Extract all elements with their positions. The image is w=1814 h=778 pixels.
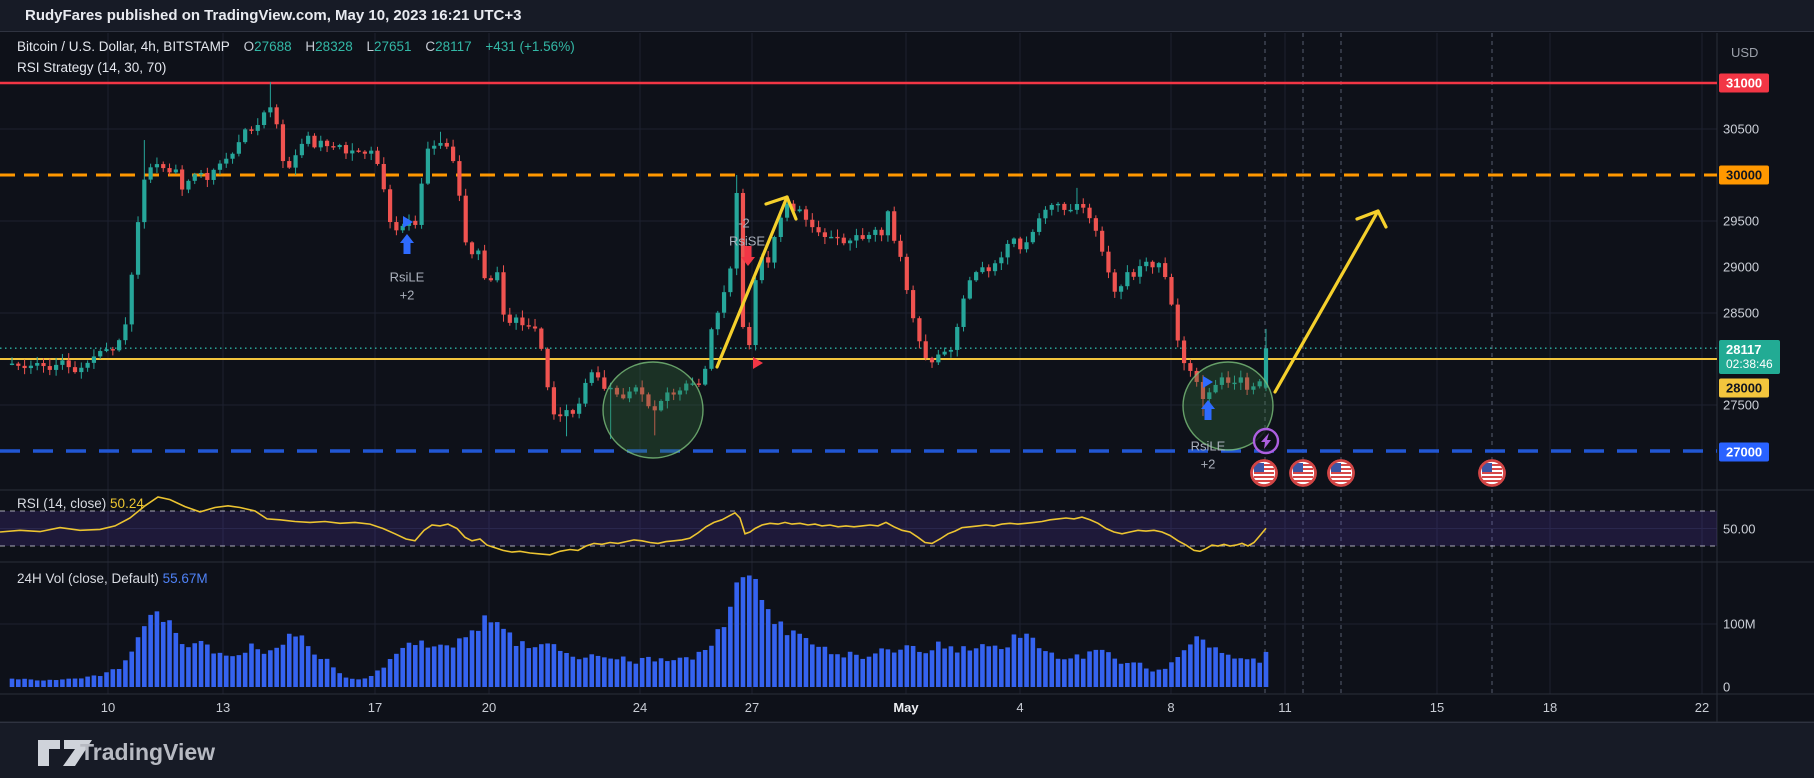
time-axis-label: 11 <box>1278 700 1292 715</box>
time-axis-label: 13 <box>215 700 231 715</box>
price-scale-label: 29000 <box>1723 259 1760 275</box>
price-scale-label: 30500 <box>1723 121 1760 137</box>
rsi-pane-label[interactable]: RSI (14, close) 50.24 <box>17 496 144 511</box>
order-fill-triangle-icon <box>1203 376 1213 388</box>
current-price-badge: 28117 02:38:46 <box>1719 340 1780 374</box>
strategy-title[interactable]: RSI Strategy (14, 30, 70) <box>17 60 167 75</box>
us-flag-event-icon[interactable] <box>1478 459 1506 487</box>
price-scale-unit: USD <box>1731 45 1759 60</box>
gridlines <box>0 33 1717 694</box>
symbol-header: Bitcoin / U.S. Dollar, 4h, BITSTAMP O276… <box>17 39 575 54</box>
order-fill-triangle-icon <box>753 357 763 369</box>
us-flag-event-icon[interactable] <box>1289 459 1317 487</box>
long-entry-marker <box>400 216 414 254</box>
price-scale-label: 29500 <box>1723 213 1760 229</box>
time-axis-label: May <box>893 700 919 715</box>
strategy-marker-label: -2 <box>738 215 750 231</box>
time-axis-label: 18 <box>1542 700 1558 715</box>
time-axis-label: 15 <box>1429 700 1445 715</box>
time-axis-label: 24 <box>632 700 648 715</box>
lightning-event-icon[interactable] <box>1252 427 1280 455</box>
close-value: 28117 <box>435 39 472 54</box>
economic-event-flags <box>1250 459 1506 487</box>
time-axis-label: 10 <box>100 700 116 715</box>
arrow-down-icon <box>741 246 755 266</box>
time-axis-label: 20 <box>481 700 497 715</box>
us-flag-event-icon[interactable] <box>1327 459 1355 487</box>
publish-banner: RudyFares published on TradingView.com, … <box>0 0 1814 32</box>
rsi-line <box>0 496 1267 556</box>
volume-series <box>9 575 1269 687</box>
rsi-indicator-name: RSI (14, close) <box>17 496 107 511</box>
highlight-circle-drawing[interactable] <box>602 361 704 459</box>
us-flag-event-icon[interactable] <box>1250 459 1278 487</box>
price-scale-label: 100M <box>1723 616 1756 632</box>
price-scale-label: 0 <box>1723 679 1731 695</box>
current-price-value: 28117 <box>1726 342 1762 357</box>
price-level-badge: 27000 <box>1719 442 1770 462</box>
trend-arrow-drawing[interactable] <box>715 195 798 369</box>
rsi-indicator-value: 50.24 <box>110 496 144 511</box>
price-level-badge: 28000 <box>1719 378 1770 398</box>
strategy-marker-label: +2 <box>1200 456 1216 472</box>
strategy-marker-label: +2 <box>399 287 415 303</box>
event-lines <box>1264 33 1493 694</box>
time-axis-label: 17 <box>367 700 383 715</box>
time-axis-label: 22 <box>1694 700 1710 715</box>
trend-arrow-drawing[interactable] <box>1273 209 1388 394</box>
price-scale-label: 28500 <box>1723 305 1760 321</box>
tradingview-brand[interactable]: TradingView <box>80 739 216 765</box>
high-label: H <box>305 39 316 54</box>
volume-indicator-name: 24H Vol (close, Default) <box>17 571 159 586</box>
volume-indicator-value: 55.67M <box>162 571 208 586</box>
price-level-badge: 30000 <box>1719 165 1770 185</box>
rsi-band <box>0 510 1717 547</box>
symbol-title[interactable]: Bitcoin / U.S. Dollar, 4h, BITSTAMP <box>17 39 230 54</box>
price-scale-label: 27500 <box>1723 397 1760 413</box>
price-level-badge: 31000 <box>1719 73 1770 93</box>
time-axis-label: 4 <box>1016 700 1024 715</box>
price-scale-label: 50.00 <box>1723 521 1756 537</box>
price-levels <box>0 81 1717 453</box>
change-value: +431 (+1.56%) <box>485 39 575 54</box>
pane-separators <box>0 33 1814 723</box>
close-label: C <box>425 39 436 54</box>
time-axis-label: 8 <box>1167 700 1175 715</box>
arrow-up-icon <box>1201 400 1215 420</box>
high-value: 28328 <box>315 39 353 54</box>
strategy-marker-label: RsiLE <box>1190 438 1226 454</box>
candlestick-series <box>9 82 1269 440</box>
time-axis-label: 27 <box>744 700 760 715</box>
strategy-marker-label: RsiSE <box>728 233 766 249</box>
publish-banner-text: RudyFares published on TradingView.com, … <box>25 7 522 24</box>
footer-bar: TradingView <box>0 722 1814 778</box>
bar-countdown: 02:38:46 <box>1726 357 1773 371</box>
low-value: 27651 <box>374 39 412 54</box>
low-label: L <box>366 39 374 54</box>
open-label: O <box>243 39 255 54</box>
open-value: 27688 <box>254 39 292 54</box>
long-entry-marker <box>1201 376 1215 420</box>
short-entry-marker <box>741 246 763 369</box>
tradingview-logo-icon[interactable] <box>36 738 96 768</box>
volume-pane-label[interactable]: 24H Vol (close, Default) 55.67M <box>17 571 208 586</box>
order-fill-triangle-icon <box>403 216 413 228</box>
arrow-up-icon <box>400 234 414 254</box>
strategy-marker-label: RsiLE <box>389 269 425 285</box>
